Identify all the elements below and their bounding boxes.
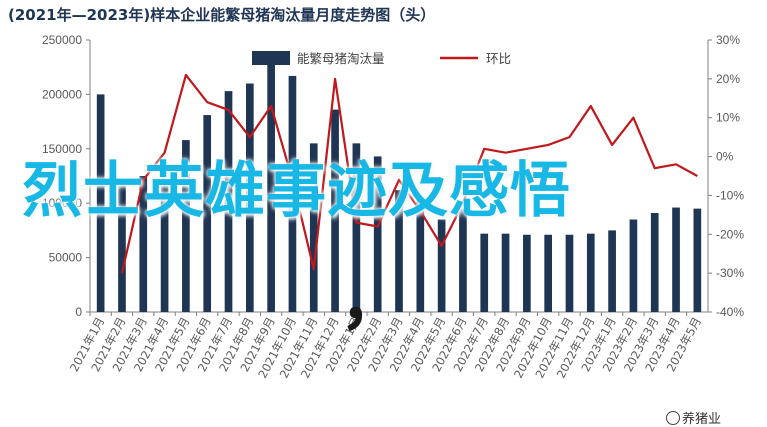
legend-label-bar: 能繁母猪淘汰量 (297, 51, 385, 66)
y-right-tick-label: -10% (716, 188, 744, 202)
bar (651, 213, 659, 312)
legend-label-line: 环比 (486, 51, 511, 66)
legend: 能繁母猪淘汰量 环比 (252, 51, 511, 66)
bar (566, 235, 574, 312)
wechat-icon (666, 411, 680, 425)
y-left-tick-label: 200000 (42, 87, 82, 101)
bar (694, 209, 702, 312)
y-left-tick-label: 0 (75, 305, 82, 319)
y-right-tick-label: -20% (716, 227, 744, 241)
overlay-headline: 烈士英雄事迹及感悟 (22, 142, 571, 229)
y-right-tick-label: 0% (716, 150, 734, 164)
bar (480, 234, 488, 312)
bar (672, 208, 680, 312)
watermark: 养猪业 (664, 408, 723, 427)
bar (502, 234, 510, 312)
bar (587, 234, 595, 312)
overlay-comma: ， (340, 250, 404, 342)
bar (608, 230, 616, 312)
y-left-tick-label: 50000 (49, 251, 83, 265)
bar (438, 220, 446, 312)
y-left-tick-label: 250000 (42, 33, 82, 47)
y-right-tick-label: -40% (716, 305, 744, 319)
y-right-tick-label: 30% (716, 33, 740, 47)
y-right-tick-label: -30% (716, 266, 744, 280)
y-right-tick-label: 10% (716, 111, 740, 125)
legend-swatch-bar (252, 51, 290, 65)
bar (544, 235, 552, 312)
bar (523, 235, 531, 312)
watermark-label: 养猪业 (682, 411, 721, 426)
bar (630, 220, 638, 312)
y-right-tick-label: 20% (716, 72, 740, 86)
